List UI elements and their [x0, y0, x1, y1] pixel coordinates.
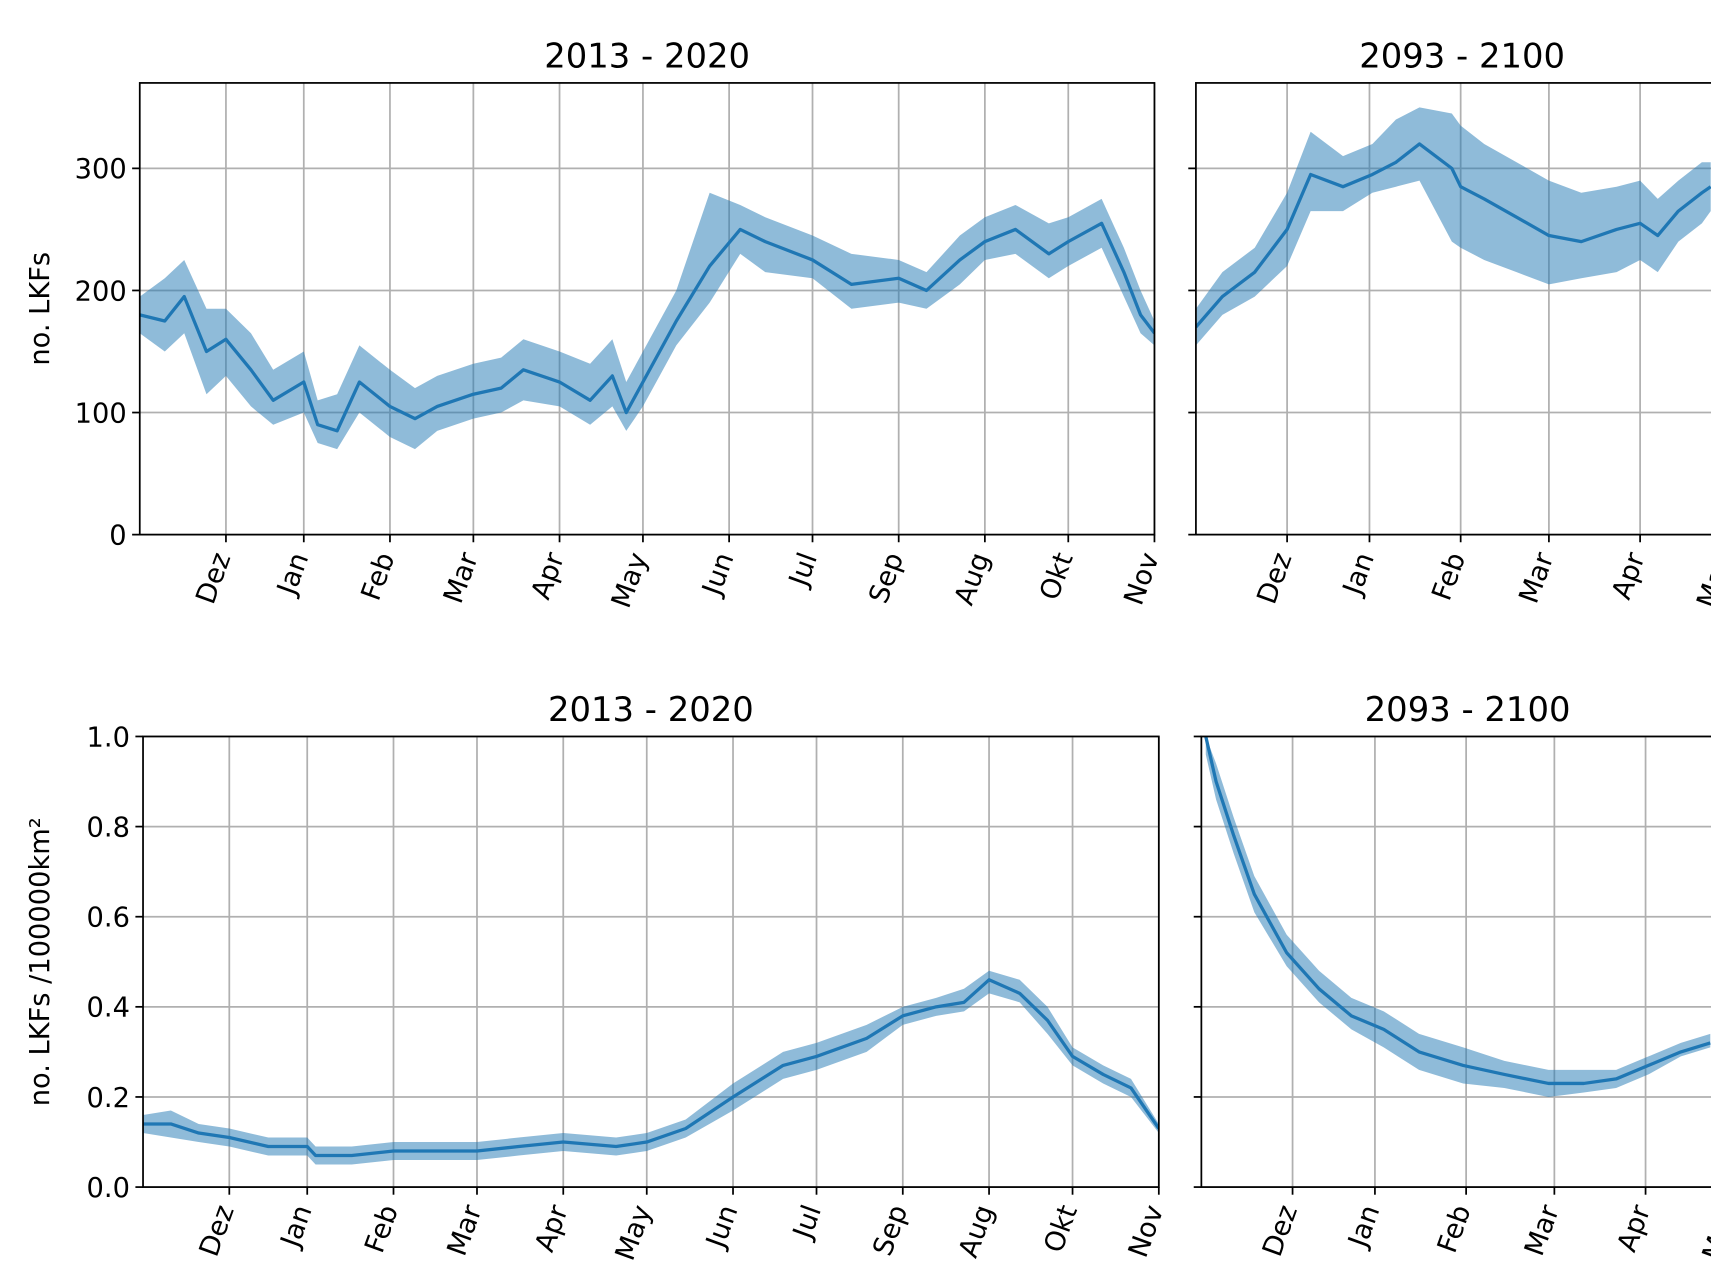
- panel: Dez Jan Feb Mar Apr May 2093 - 2100: [1188, 37, 1711, 613]
- plot-area: [139, 192, 1155, 450]
- band: [139, 192, 1155, 450]
- x-tick-label: Dez: [194, 1201, 241, 1261]
- line: [143, 978, 1159, 1158]
- x-tick-label: May: [606, 549, 654, 613]
- plot-area: [1204, 736, 1711, 1097]
- y-tick-label: 1.0: [87, 722, 130, 753]
- x-tick-label: Feb: [356, 549, 402, 605]
- x-tick-label: Feb: [359, 1201, 405, 1257]
- y-tick-label: 0.0: [87, 1173, 130, 1204]
- x-tick-label: Apr: [526, 548, 572, 604]
- x-tick-label: Mar: [1514, 548, 1561, 608]
- x-tick-label: Sep: [863, 549, 910, 608]
- x-tick-label: Nov: [1123, 1201, 1170, 1262]
- subplot-title: 2093 - 2100: [1365, 690, 1571, 729]
- band: [1205, 736, 1711, 1097]
- x-tick-label: May: [1697, 1201, 1711, 1265]
- x-tick-label: Jul: [783, 549, 824, 592]
- x-tick-label: Okt: [1034, 548, 1080, 604]
- x-tick-label: Dez: [190, 549, 237, 609]
- y-tick-label: 0.6: [87, 903, 130, 934]
- x-tick-label: May: [610, 1201, 658, 1265]
- x-tick-label: Jan: [1337, 549, 1381, 601]
- x-tick-label: Jun: [696, 549, 740, 602]
- x-tick-label: Jan: [274, 1201, 318, 1253]
- axes-frame: [1195, 82, 1711, 536]
- x-tick-label: Mar: [442, 1200, 489, 1260]
- x-tick-label: Dez: [1252, 549, 1299, 609]
- x-tick-label: Jan: [1342, 1201, 1386, 1253]
- y-tick-label: 100: [75, 398, 127, 429]
- y-axis-label: no. LKFs: [25, 252, 56, 366]
- axes-frame: [1200, 735, 1711, 1188]
- axes-frame: [142, 735, 1160, 1188]
- line: [1195, 142, 1711, 329]
- y-tick-label: 0.4: [87, 993, 130, 1024]
- subplot-title: 2093 - 2100: [1359, 37, 1565, 76]
- y-tick-label: 0.8: [87, 812, 130, 843]
- x-tick-label: Nov: [1119, 549, 1166, 610]
- y-tick-label: 200: [75, 276, 127, 307]
- band: [1195, 107, 1711, 346]
- x-tick-label: Okt: [1038, 1201, 1084, 1257]
- x-tick-label: Mar: [438, 548, 485, 608]
- x-tick-label: Jun: [700, 1201, 744, 1254]
- x-tick-label: Dez: [1257, 1201, 1304, 1261]
- x-tick-label: Feb: [1432, 1201, 1478, 1257]
- plot-area: [1195, 107, 1711, 346]
- y-tick-label: 300: [75, 154, 127, 185]
- x-tick-label: May: [1691, 549, 1711, 613]
- axes-frame: [138, 82, 1156, 536]
- x-tick-label: Aug: [949, 549, 996, 610]
- x-tick-label: Jul: [787, 1201, 828, 1244]
- band: [143, 970, 1159, 1165]
- x-tick-label: Feb: [1426, 549, 1472, 605]
- x-tick-label: Mar: [1519, 1200, 1566, 1260]
- line: [139, 221, 1155, 433]
- x-tick-label: Apr: [1612, 1200, 1658, 1256]
- x-tick-label: Jan: [271, 549, 315, 601]
- plot-area: [143, 970, 1159, 1165]
- x-tick-label: Apr: [529, 1200, 575, 1256]
- x-tick-label: Sep: [868, 1201, 915, 1260]
- x-tick-label: Aug: [953, 1201, 1000, 1262]
- line: [1204, 736, 1711, 1086]
- subplot-title: 2013 - 2020: [544, 37, 750, 76]
- panel: Dez Jan Feb Mar Apr May 2093 - 2100: [1193, 690, 1711, 1265]
- y-axis-label: no. LKFs /100000km²: [25, 817, 56, 1106]
- subplot-title: 2013 - 2020: [548, 690, 754, 729]
- y-tick-label: 0: [109, 520, 126, 551]
- y-tick-label: 0.2: [87, 1083, 130, 1114]
- panel: 0.0 0.2 0.4 0.6 0.8 1.0 Dez Jan Feb Mar Apr May Jun J…: [25, 690, 1170, 1264]
- panel: 0 100 200 300 Dez Jan Feb Mar Apr May Jun Jul Sep Aug…: [25, 37, 1166, 613]
- x-tick-label: Apr: [1606, 548, 1652, 604]
